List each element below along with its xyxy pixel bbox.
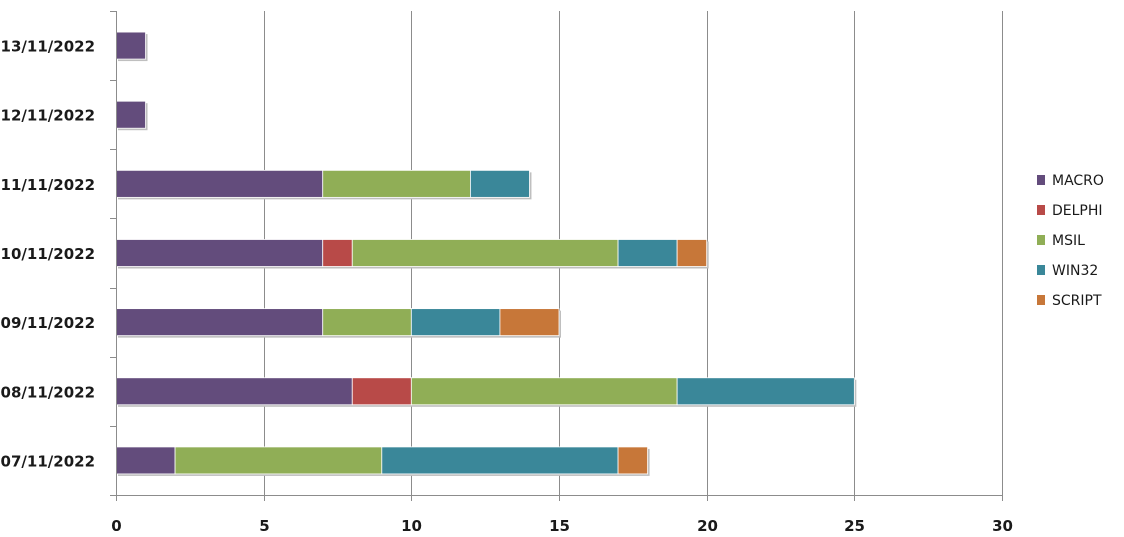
- bar-segment-delphi-08-11-2022: [351, 377, 412, 406]
- bar-segment-script-07-11-2022: [617, 446, 648, 475]
- legend-label-macro: MACRO: [1052, 173, 1104, 189]
- legend-label-msil: MSIL: [1052, 233, 1085, 249]
- bars-layer: [115, 31, 857, 476]
- legend-swatch-macro: [1037, 175, 1045, 185]
- x-tick-label: 10: [401, 517, 422, 535]
- bar-segment-msil-08-11-2022: [410, 377, 678, 406]
- bar-segment-delphi-10-11-2022: [322, 239, 353, 267]
- labels-layer: 0 5 10 15 20 25 30 07/11/2022 08/11/2022 09/11/20…: [1, 38, 1013, 535]
- legend-swatch-msil: [1037, 235, 1045, 245]
- category-label: 07/11/2022: [1, 452, 95, 470]
- x-tick-label: 5: [259, 517, 269, 535]
- bar-segment-macro-11-11-2022: [115, 169, 324, 198]
- legend-label-script: SCRIPT: [1052, 293, 1102, 309]
- bar-segment-msil-10-11-2022: [351, 239, 619, 267]
- bar-segment-win32-11-11-2022: [469, 169, 530, 198]
- bar-segment-macro-12-11-2022: [115, 100, 146, 129]
- category-label: 09/11/2022: [1, 314, 95, 332]
- bar-segment-macro-08-11-2022: [115, 377, 353, 406]
- category-label: 08/11/2022: [1, 383, 95, 401]
- category-label: 11/11/2022: [1, 176, 95, 194]
- category-label: 12/11/2022: [1, 107, 95, 125]
- category-label: 10/11/2022: [1, 245, 95, 263]
- bar-segment-win32-10-11-2022: [617, 239, 678, 267]
- bar-segment-msil-07-11-2022: [174, 446, 383, 475]
- bar-segment-macro-09-11-2022: [115, 308, 324, 337]
- category-label: 13/11/2022: [1, 38, 95, 56]
- bar-segment-msil-09-11-2022: [322, 308, 412, 337]
- legend-label-win32: WIN32: [1052, 263, 1098, 279]
- bar-segment-msil-11-11-2022: [322, 169, 471, 198]
- legend: MACRO DELPHI MSIL WIN32 SCRIPT: [1037, 173, 1104, 309]
- bar-segment-script-09-11-2022: [499, 308, 560, 337]
- bar-segment-macro-13-11-2022: [115, 31, 146, 60]
- legend-label-delphi: DELPHI: [1052, 203, 1103, 219]
- bar-segment-win32-09-11-2022: [410, 308, 501, 337]
- bar-segment-script-10-11-2022: [676, 239, 708, 267]
- bar-segment-win32-08-11-2022: [676, 377, 855, 406]
- legend-swatch-delphi: [1037, 205, 1045, 215]
- bar-segment-macro-10-11-2022: [115, 239, 324, 267]
- bar-segment-macro-07-11-2022: [115, 446, 176, 475]
- bar-segment-win32-07-11-2022: [381, 446, 619, 475]
- legend-swatch-script: [1037, 295, 1045, 305]
- x-tick-label: 25: [844, 517, 865, 535]
- x-tick-label: 15: [549, 517, 570, 535]
- x-tick-label: 0: [111, 517, 121, 535]
- axis-layer: [110, 11, 1003, 501]
- legend-swatch-win32: [1037, 265, 1045, 275]
- x-tick-label: 30: [992, 517, 1013, 535]
- x-tick-label: 20: [697, 517, 718, 535]
